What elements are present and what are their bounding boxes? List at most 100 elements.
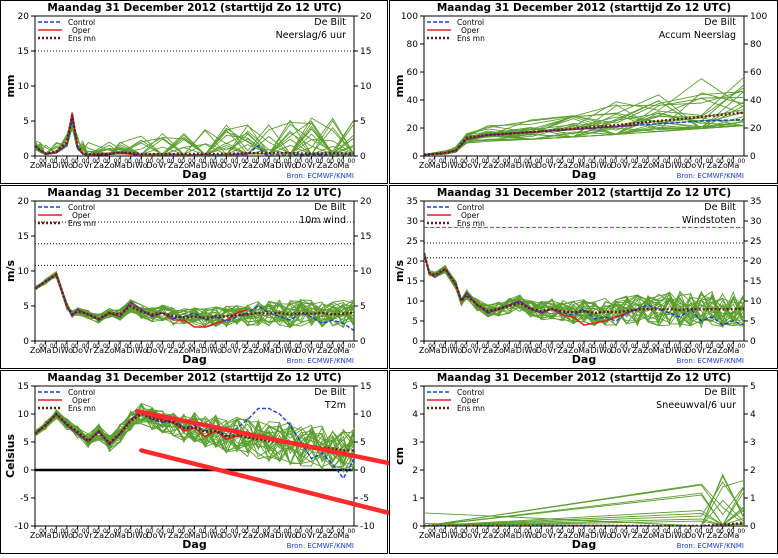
x-tick-minor: 00 (262, 343, 270, 350)
legend-control-label: Control (68, 18, 95, 27)
y-tick-label: 0 (412, 522, 418, 532)
x-tick-minor: 00 (514, 343, 522, 350)
ensemble-member-line (35, 409, 354, 463)
x-tick-minor: 00 (652, 528, 660, 535)
y2-tick-label: 5 (360, 438, 366, 448)
y-tick-label: 5 (412, 317, 418, 327)
y2-tick-label: 35 (750, 197, 761, 207)
x-tick-label: Zo (104, 531, 114, 540)
y-tick-label: 35 (407, 197, 418, 207)
x-tick-minor: 00 (241, 158, 249, 165)
legend-oper-label: Oper (461, 211, 480, 220)
x-tick-label: Za (707, 531, 717, 540)
x-tick-label: Di (665, 161, 673, 170)
x-tick-minor: 00 (738, 528, 746, 535)
x-tick-label: Do (536, 161, 547, 170)
x-tick-minor: 00 (567, 343, 575, 350)
ensemble-member-line (424, 254, 744, 326)
x-tick-minor: 00 (177, 158, 185, 165)
y2-tick-label: 5 (360, 117, 366, 127)
x-tick-minor: 00 (209, 158, 217, 165)
x-tick-minor: 00 (674, 158, 682, 165)
x-tick-label: Ma (578, 161, 590, 170)
y-tick-label: 15 (18, 382, 29, 392)
x-tick-minor: 00 (305, 158, 313, 165)
x-tick-minor: 00 (652, 343, 660, 350)
x-tick-label: Wo (61, 161, 73, 170)
y-tick-label: 5 (412, 382, 418, 392)
x-tick-label: Zo (493, 161, 503, 170)
station-label: De Bilt (314, 17, 346, 28)
x-tick-minor: 00 (337, 528, 345, 535)
x-tick-minor: 00 (695, 528, 703, 535)
x-tick-minor: 00 (631, 528, 639, 535)
x-tick-minor: 00 (439, 158, 447, 165)
x-tick-label: Zo (419, 161, 429, 170)
x-tick-label: Do (685, 161, 696, 170)
x-tick-label: Zo (30, 531, 40, 540)
x-tick-minor: 00 (231, 528, 239, 535)
x-tick-minor: 00 (50, 343, 58, 350)
x-tick-label: Vr (697, 346, 706, 355)
x-tick-minor: 00 (71, 343, 79, 350)
y-axis-label: mm (393, 75, 406, 98)
x-tick-minor: 00 (460, 343, 468, 350)
x-tick-label: Zo (179, 346, 189, 355)
x-tick-label: Di (127, 531, 135, 540)
x-tick-label: Ma (429, 346, 441, 355)
x-tick-minor: 00 (92, 528, 100, 535)
y-axis-label: mm (4, 75, 17, 98)
x-tick-minor: 00 (503, 158, 511, 165)
x-tick-label: Vr (307, 531, 316, 540)
x-tick-label: Vr (622, 346, 631, 355)
x-tick-minor: 00 (167, 158, 175, 165)
y2-tick-label: 5 (750, 317, 756, 327)
y2-tick-label: 0 (360, 466, 366, 476)
ensemble-member-line (424, 473, 744, 526)
y2-tick-label: 1 (750, 494, 756, 504)
x-tick-label: Zo (643, 346, 653, 355)
x-tick-label: Do (146, 346, 157, 355)
x-tick-label: Vr (622, 161, 631, 170)
x-tick-minor: 00 (326, 158, 334, 165)
x-tick-label: Di (441, 346, 449, 355)
y2-tick-label: 2 (750, 466, 756, 476)
x-tick-minor: 00 (209, 343, 217, 350)
x-tick-minor: 00 (284, 528, 292, 535)
x-tick-label: Di (590, 531, 598, 540)
x-tick-minor: 00 (231, 343, 239, 350)
legend-ensmn-label: Ens mn (68, 404, 96, 413)
x-tick-minor: 00 (642, 343, 650, 350)
x-tick-label: Di (275, 346, 283, 355)
x-tick-minor: 00 (92, 158, 100, 165)
station-label: De Bilt (704, 202, 736, 213)
y2-tick-label: 4 (750, 410, 756, 420)
x-tick-label: Wo (524, 531, 536, 540)
x-tick-label: Do (221, 161, 232, 170)
y-tick-label: 20 (18, 12, 30, 22)
x-tick-label: Zo (328, 531, 338, 540)
x-tick-label: Do (72, 346, 83, 355)
x-tick-minor: 00 (188, 528, 196, 535)
x-tick-label: Ma (40, 531, 52, 540)
x-tick-minor: 00 (482, 343, 490, 350)
x-tick-label: Za (168, 531, 178, 540)
x-tick-label: Di (201, 346, 209, 355)
x-tick-label: Wo (450, 161, 462, 170)
x-tick-minor: 00 (284, 158, 292, 165)
x-tick-label: Zo (419, 346, 429, 355)
x-tick-minor: 00 (39, 158, 47, 165)
source-label: Bron: ECMWF/KNMI (287, 357, 354, 365)
y-tick-label: 5 (23, 302, 29, 312)
x-tick-minor: 00 (524, 343, 532, 350)
x-tick-minor: 00 (503, 343, 511, 350)
x-tick-label: Vr (697, 531, 706, 540)
x-tick-minor: 00 (348, 343, 356, 350)
x-tick-minor: 00 (631, 343, 639, 350)
x-tick-label: Zo (328, 161, 338, 170)
x-tick-minor: 00 (482, 158, 490, 165)
x-tick-minor: 00 (631, 158, 639, 165)
x-tick-minor: 00 (252, 158, 260, 165)
ensemble-member-line (35, 410, 354, 469)
